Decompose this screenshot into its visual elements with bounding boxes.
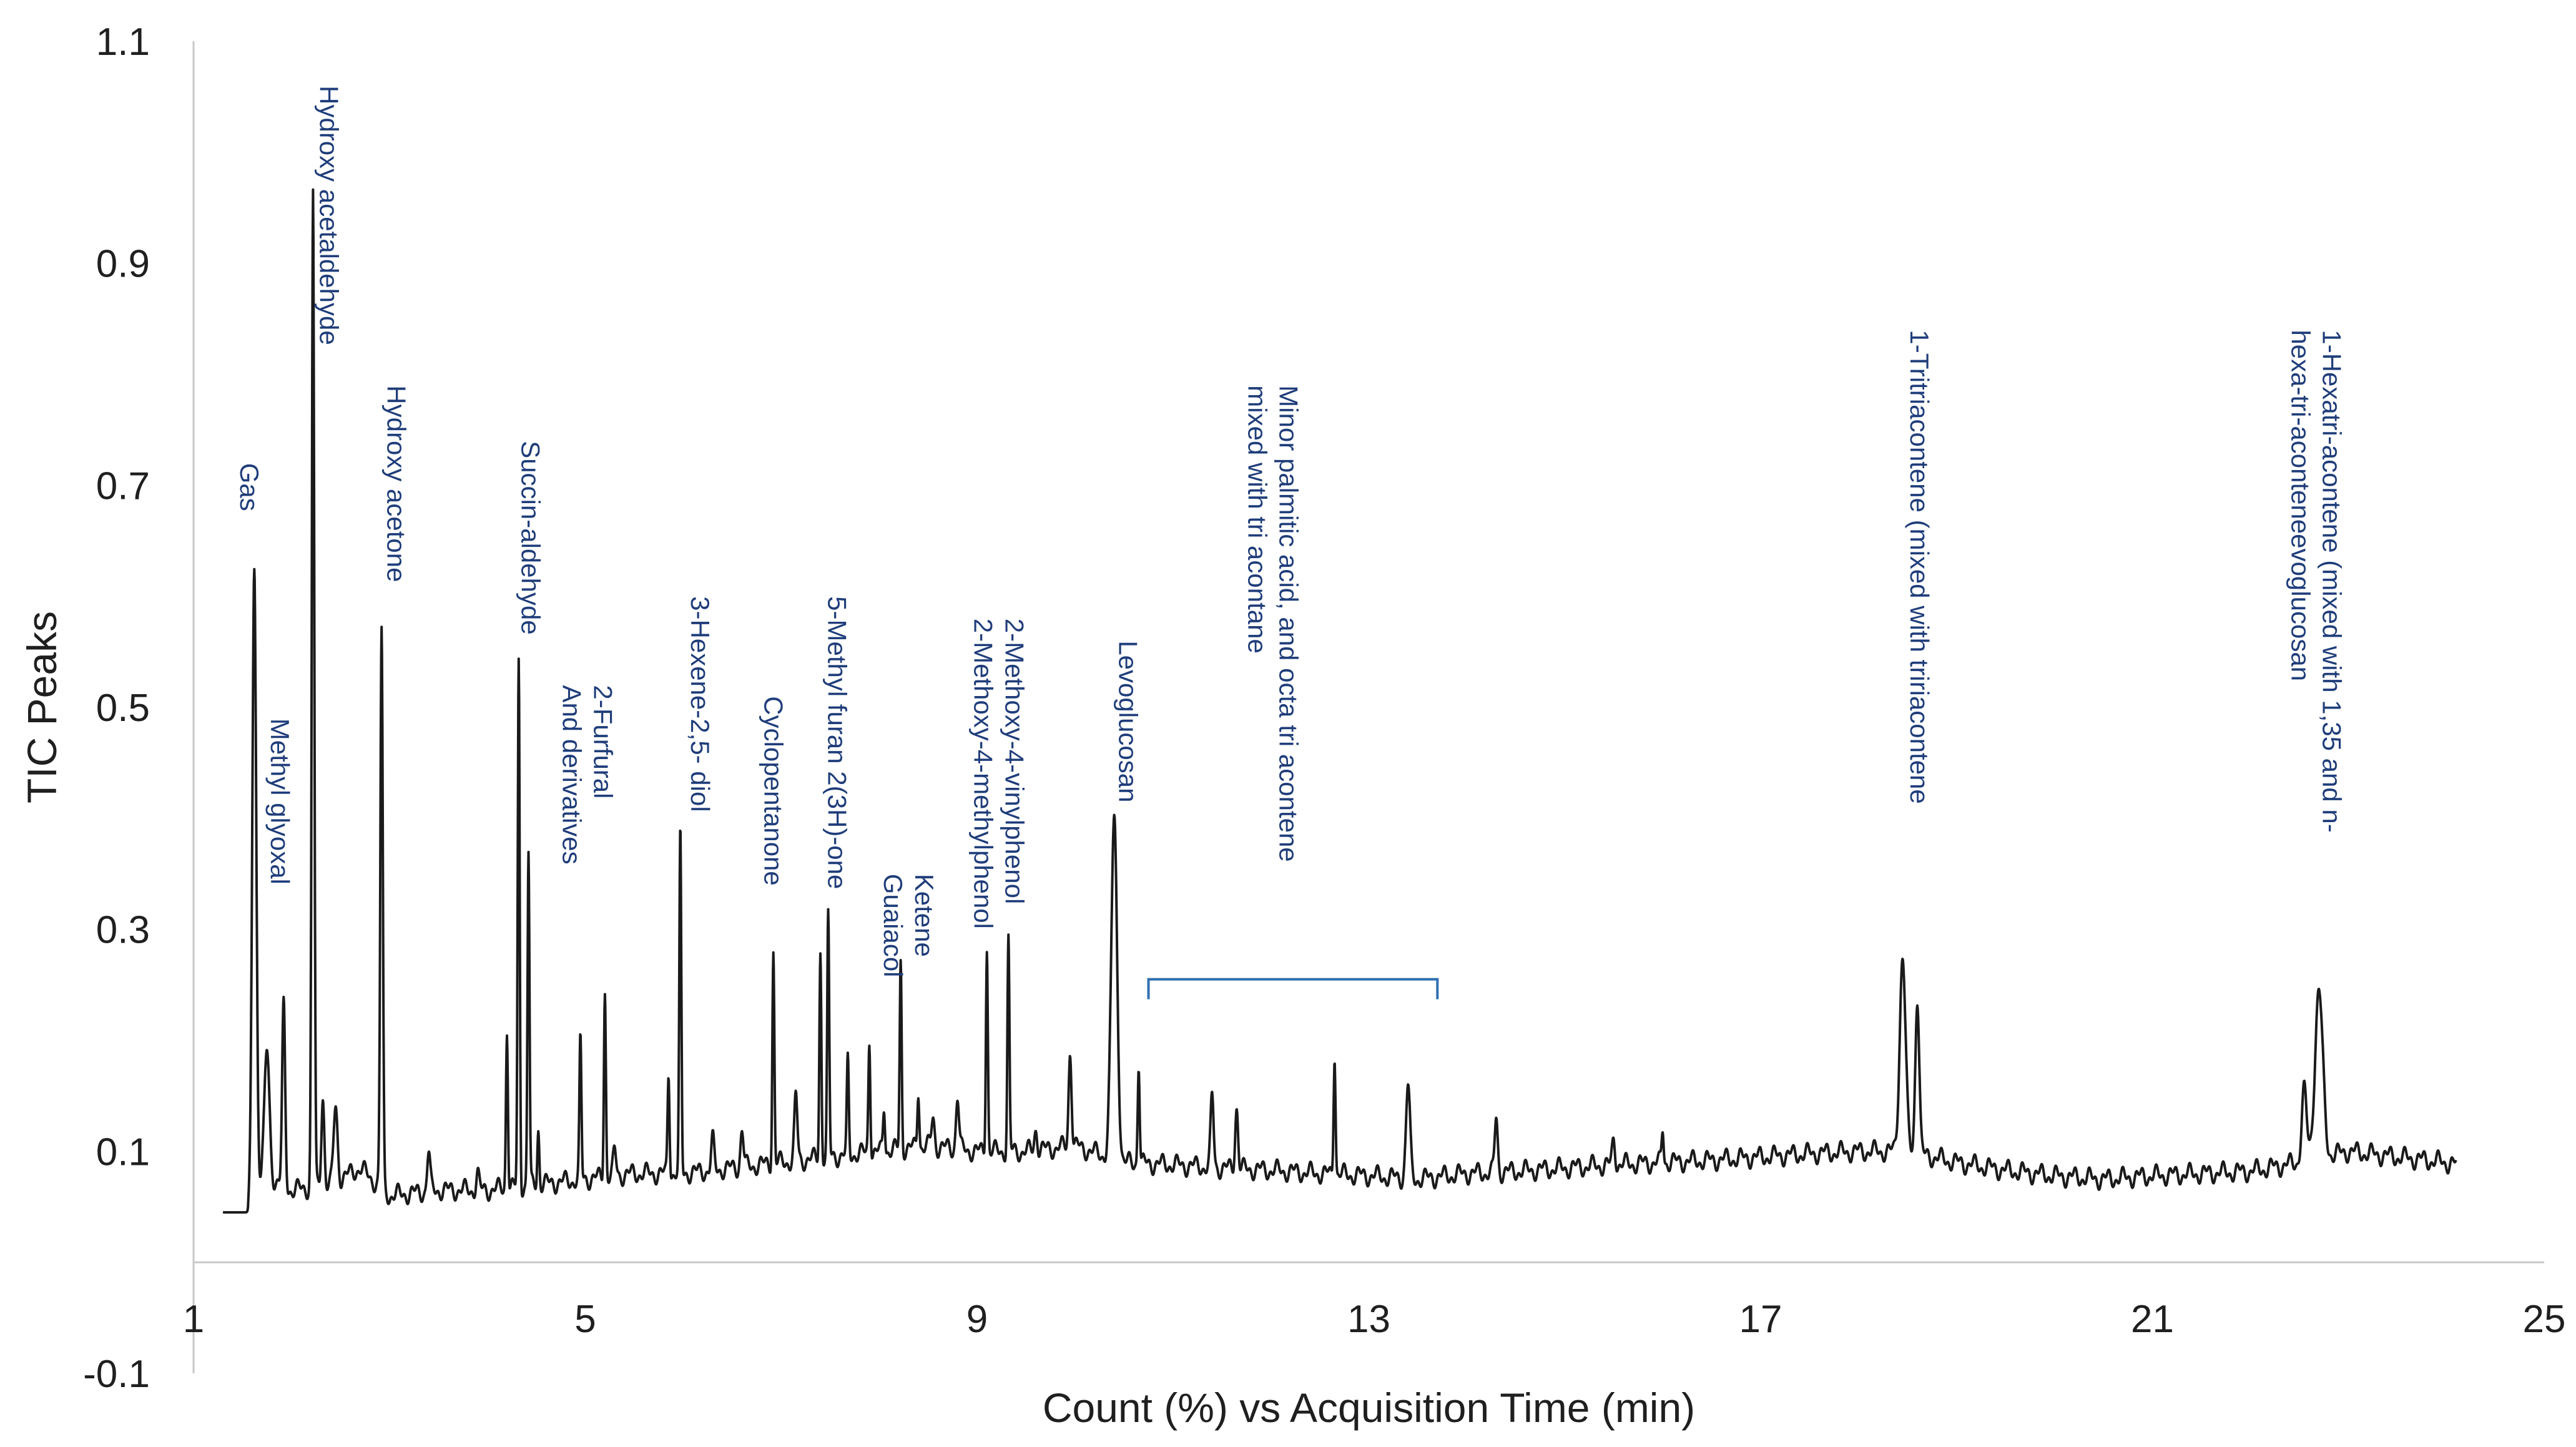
x-tick-label: 5 [574,1298,596,1341]
peak-label: mixed with tri acontane [1243,385,1272,654]
peak-annotation: Hydroxy acetaldehyde [314,86,343,345]
y-tick-label: 0.5 [96,687,150,730]
x-tick-label: 25 [2523,1298,2566,1341]
y-tick-label: 0.7 [96,464,150,508]
range-bracket [1147,978,1439,999]
peak-annotation: Levoglucosan [1113,640,1143,802]
peak-label: Succin-aldehyde [516,441,545,635]
peak-label: Cyclopentanone [759,696,788,886]
peak-label: Minor palmitic acid, and octa tri aconte… [1274,385,1304,861]
x-tick-label: 17 [1739,1298,1782,1341]
y-tick-labels: -0.1 0.1 0.3 0.5 0.7 0.9 1.1 [83,21,150,1396]
peak-label: Ketene [910,874,939,957]
y-tick-label: 0.1 [96,1131,150,1174]
peak-label: 3-Hexene-2,5- diol [686,596,715,812]
y-tick-label: 1.1 [96,21,150,64]
peak-label: And derivatives [557,685,586,864]
y-tick-label: 0.3 [96,909,150,952]
x-tick-label: 1 [183,1298,204,1341]
peak-label: 2-Methoxy-4-methylphenol [968,619,998,929]
x-axis-title: Count (%) vs Acquisition Time (min) [1043,1385,1695,1431]
peak-annotations: Gas Methyl glyoxal Hydroxy acetaldehyde Hyd… [235,86,2346,977]
peak-annotation: 1-Tritriacontene (mixed with tririaconte… [1905,330,1934,803]
x-tick-labels: 1 5 9 13 17 21 25 [183,1298,2566,1341]
peak-label: Guaiacol [878,874,908,978]
peak-annotation: Minor palmitic acid, and octa tri aconte… [1243,385,1304,861]
peak-label: 2-Furfural [588,685,617,798]
plot-area: Gas Methyl glyoxal Hydroxy acetaldehyde Hyd… [222,86,2457,1214]
peak-label: 1-Tritriacontene (mixed with tririaconte… [1905,330,1934,803]
peak-annotation: 3-Hexene-2,5- diol [686,596,715,812]
peak-label: 1-Hexatri-acontene (mixed with 1,35 and … [2317,330,2346,832]
peak-label: 2-Methoxy-4-vinylphenol [1000,619,1029,905]
peak-label: Hydroxy acetaldehyde [314,86,343,345]
x-tick-label: 13 [1347,1298,1390,1341]
peak-annotation: 2-Methoxy-4-vinylphenol2-Methoxy-4-methy… [968,619,1029,929]
peak-label: Methyl glyoxal [265,719,295,885]
peak-annotation: Cyclopentanone [759,696,788,886]
peak-label: Levoglucosan [1113,640,1143,802]
peak-label: 5-Methyl furan 2(3H)-one [822,596,852,889]
peak-label: hexa-tri-aconteneevoglucosan [2286,330,2315,681]
axes-group: -0.1 0.1 0.3 0.5 0.7 0.9 1.1 1 5 9 13 17 21 25 [83,21,2565,1396]
y-axis-title: TIC Peaks [19,611,65,803]
peak-label: Gas [235,463,264,511]
x-tick-label: 9 [966,1298,988,1341]
peak-annotation: 5-Methyl furan 2(3H)-one [822,596,852,889]
peak-annotation: Methyl glyoxal [265,719,295,885]
peak-annotation: Hydroxy acetone [382,385,411,582]
tic-trace-line [222,188,2457,1214]
y-tick-label: 0.9 [96,243,150,286]
peak-label: Hydroxy acetone [382,385,411,582]
x-tick-label: 21 [2131,1298,2174,1341]
peak-annotation: Gas [235,463,264,511]
y-tick-label: -0.1 [83,1353,150,1396]
peak-annotation: Succin-aldehyde [516,441,545,635]
peak-annotation: 1-Hexatri-acontene (mixed with 1,35 and … [2286,330,2346,832]
